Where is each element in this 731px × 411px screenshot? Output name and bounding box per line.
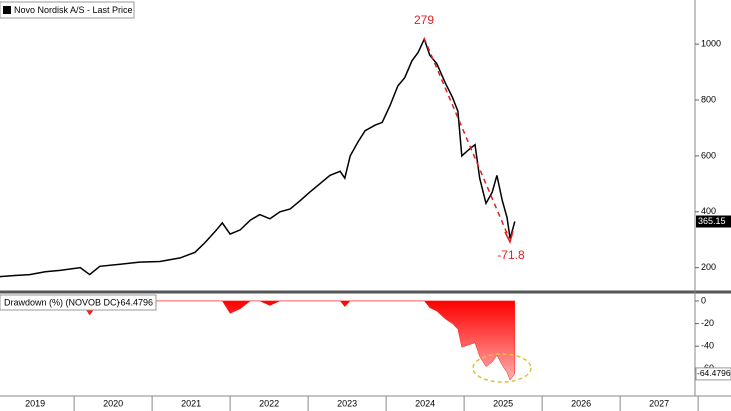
x-tick-label: 2024	[415, 398, 435, 408]
legend-swatch	[3, 6, 11, 14]
price-line	[0, 37, 516, 278]
last-value-label: -64.4796	[697, 368, 731, 378]
annotation: -71.8	[497, 248, 525, 262]
y-tick-label: -20	[701, 318, 714, 328]
x-tick-label: 2020	[103, 398, 123, 408]
highlight-ellipse	[472, 353, 532, 383]
last-value-tag	[695, 367, 731, 381]
x-tick-label: 2027	[649, 398, 669, 408]
x-tick-label: 2021	[181, 398, 201, 408]
legend-value: -64.4796	[117, 297, 153, 307]
x-tick-label: 2022	[259, 398, 279, 408]
x-tick-label: 2019	[25, 398, 45, 408]
annotation: 279	[414, 13, 434, 27]
y-tick-label: 1000	[701, 38, 721, 48]
legend-box	[0, 1, 135, 19]
y-tick-label: 600	[701, 150, 716, 160]
last-price-tag	[696, 215, 731, 228]
y-tick-label: 400	[701, 206, 716, 216]
arrow-head	[504, 230, 514, 245]
legend-box	[0, 294, 157, 311]
x-tick-label: 2025	[493, 398, 513, 408]
legend-label: Drawdown (%) (NOVOB DC)	[4, 297, 120, 307]
legend-label: Novo Nordisk A/S - Last Price	[14, 5, 133, 15]
annotation-arrow	[423, 37, 510, 239]
y-tick-label: 200	[701, 262, 716, 272]
y-tick-label: 800	[701, 94, 716, 104]
last-price-label: 365.15	[698, 216, 726, 226]
x-tick-label: 2026	[571, 398, 591, 408]
y-tick-label: 0	[701, 295, 706, 305]
x-tick-label: 2023	[337, 398, 357, 408]
y-tick-label: -40	[701, 341, 714, 351]
